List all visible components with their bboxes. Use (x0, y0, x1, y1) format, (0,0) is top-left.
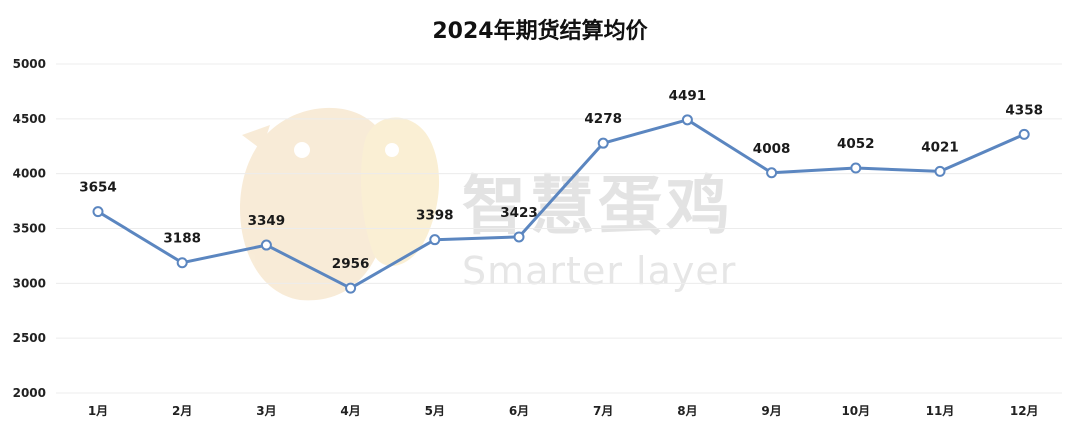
data-point (92, 206, 104, 218)
data-point (345, 282, 357, 294)
data-point (766, 167, 778, 179)
data-label: 4278 (584, 111, 622, 127)
data-label: 3398 (416, 208, 454, 224)
data-point (681, 114, 693, 126)
data-labels: 3654 3188 3349 2956 3398 3423 4278 4491 4008 4052… (79, 88, 1043, 272)
x-tick-label: 7月 (593, 404, 613, 418)
y-tick-label: 2000 (13, 386, 46, 400)
data-label: 3423 (500, 205, 538, 221)
data-label: 2956 (332, 256, 370, 272)
watermark: 智慧蛋鸡 Smarter layer (240, 107, 736, 301)
y-tick-label: 3500 (13, 222, 46, 236)
series-line (97, 118, 1025, 290)
gridlines (56, 63, 1062, 394)
watermark-cn-text: 智慧蛋鸡 (462, 170, 734, 244)
data-label: 4358 (1005, 102, 1043, 118)
x-tick-label: 1月 (88, 404, 108, 418)
y-tick-label: 3000 (13, 276, 46, 290)
y-tick-label: 4500 (13, 112, 46, 126)
x-tick-label: 5月 (425, 404, 445, 418)
x-tick-label: 9月 (761, 404, 781, 418)
y-tick-label: 2500 (13, 331, 46, 345)
y-axis-ticks: 2000 2500 3000 3500 4000 4500 5000 (13, 57, 46, 400)
x-tick-label: 8月 (677, 404, 697, 418)
data-point (429, 234, 441, 246)
data-label: 4491 (669, 88, 707, 104)
series-line-group (97, 118, 1025, 290)
data-label: 3188 (163, 231, 201, 247)
data-points (92, 114, 1030, 294)
x-tick-label: 11月 (926, 404, 955, 418)
x-tick-label: 4月 (340, 404, 360, 418)
y-tick-label: 5000 (13, 57, 46, 71)
data-label: 4021 (921, 139, 959, 155)
x-axis-ticks: 1月 2月 3月 4月 5月 6月 7月 8月 9月 10月 11月 12月 (88, 404, 1039, 418)
data-label: 3349 (248, 213, 286, 229)
x-tick-label: 12月 (1010, 404, 1039, 418)
data-point (513, 231, 525, 243)
watermark-en-text: Smarter layer (462, 249, 736, 293)
data-point (597, 137, 609, 149)
data-point (260, 239, 272, 251)
data-point (850, 162, 862, 174)
data-point (1018, 128, 1030, 140)
x-tick-label: 6月 (509, 404, 529, 418)
x-tick-label: 2月 (172, 404, 192, 418)
x-tick-label: 3月 (256, 404, 276, 418)
data-label: 3654 (79, 180, 117, 196)
data-point (934, 165, 946, 177)
data-point (176, 257, 188, 269)
data-label: 4008 (753, 141, 791, 157)
y-tick-label: 4000 (13, 167, 46, 181)
data-label: 4052 (837, 136, 875, 152)
chart-title: 2024年期货结算均价 (432, 18, 648, 44)
x-tick-label: 10月 (841, 404, 870, 418)
